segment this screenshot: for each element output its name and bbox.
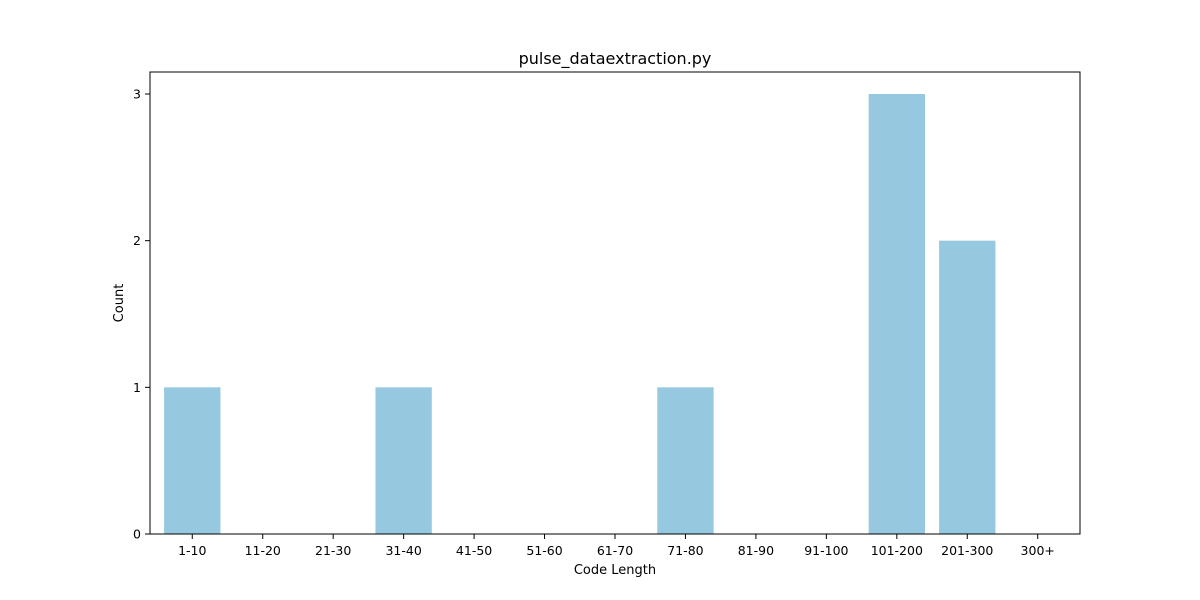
x-tick-label: 300+	[1021, 543, 1055, 558]
bar-31-40	[375, 387, 432, 534]
y-tick-label: 0	[133, 527, 141, 542]
x-tick-label: 31-40	[385, 543, 421, 558]
x-tick-label: 11-20	[245, 543, 281, 558]
x-axis-label: Code Length	[574, 563, 656, 578]
x-tick-label: 41-50	[456, 543, 492, 558]
chart-title: pulse_dataextraction.py	[519, 49, 712, 69]
x-tick-label: 81-90	[738, 543, 774, 558]
y-tick-label: 3	[133, 87, 141, 102]
y-ticks-group: 0 1 2 3	[133, 87, 150, 542]
x-ticks-group: 1-10 11-20 21-30 31-40 41-50 51-60 61-70 71-80 8…	[178, 534, 1055, 558]
y-tick-label: 1	[133, 380, 141, 395]
y-axis-label: Count	[112, 284, 127, 323]
bar-201-300	[939, 240, 996, 535]
y-tick-label: 2	[133, 233, 141, 248]
bar-71-80	[657, 387, 714, 534]
bar-1-10	[164, 387, 221, 534]
x-tick-label: 201-300	[941, 543, 993, 558]
x-tick-label: 1-10	[178, 543, 206, 558]
x-tick-label: 101-200	[871, 543, 923, 558]
x-tick-label: 71-80	[667, 543, 703, 558]
x-tick-label: 61-70	[597, 543, 633, 558]
x-tick-label: 91-100	[804, 543, 848, 558]
bars-group	[164, 94, 996, 535]
x-tick-label: 21-30	[315, 543, 351, 558]
x-tick-label: 51-60	[526, 543, 562, 558]
bar-101-200	[868, 94, 925, 534]
